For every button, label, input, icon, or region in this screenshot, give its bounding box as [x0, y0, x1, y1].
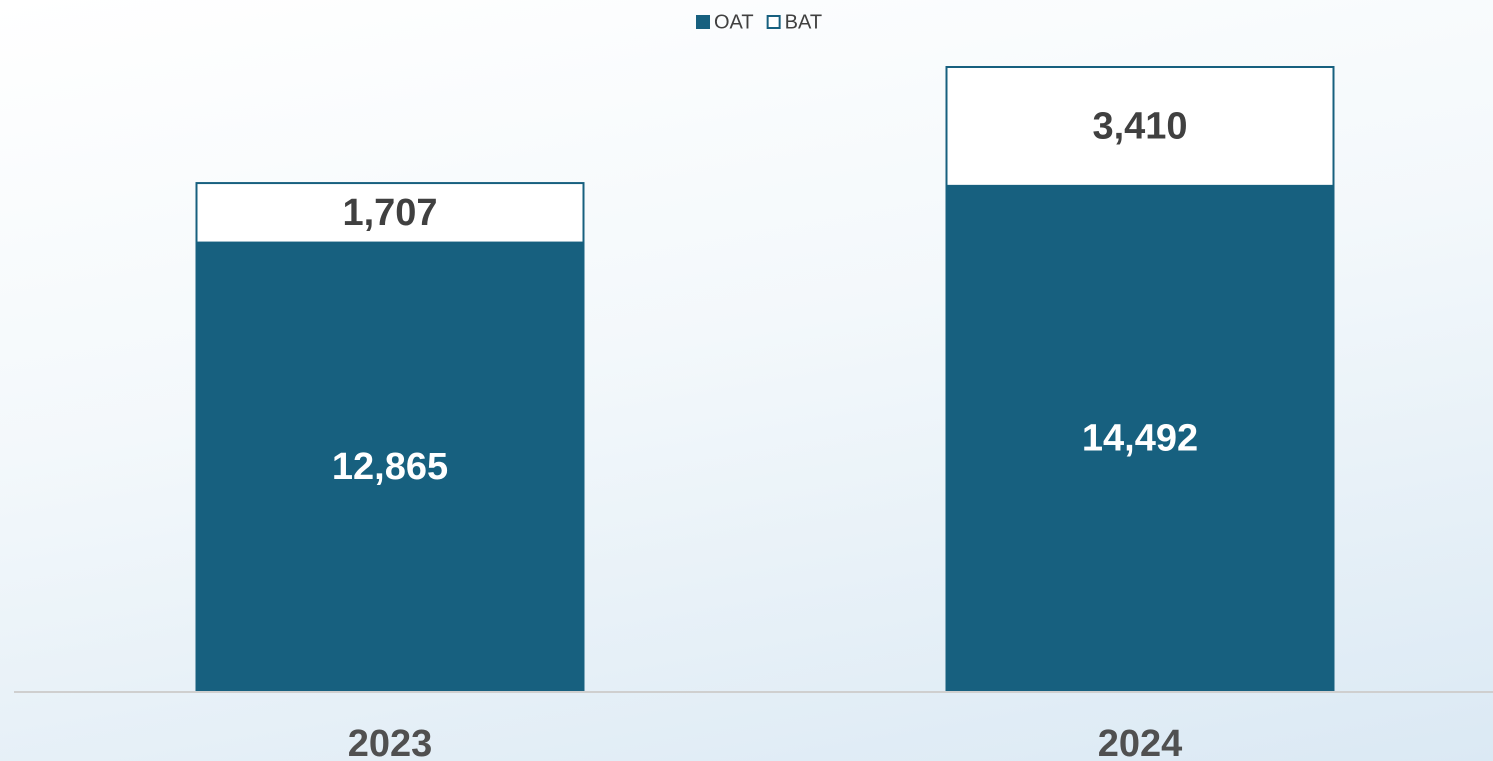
x-tick-label: 2024 [1098, 723, 1183, 761]
bar-segment [195, 241, 585, 692]
x-tick-label: 2023 [348, 723, 433, 761]
bar-segment [945, 66, 1335, 187]
legend-swatch [696, 15, 710, 29]
legend-label: OAT [714, 11, 754, 33]
legend-label: BAT [785, 11, 822, 33]
data-label: 3,410 [1092, 105, 1187, 147]
data-label: 1,707 [342, 192, 437, 234]
bar-segment [195, 182, 585, 244]
legend-swatch [766, 15, 781, 29]
data-label: 14,492 [1082, 417, 1198, 459]
data-label: 12,865 [332, 446, 448, 488]
